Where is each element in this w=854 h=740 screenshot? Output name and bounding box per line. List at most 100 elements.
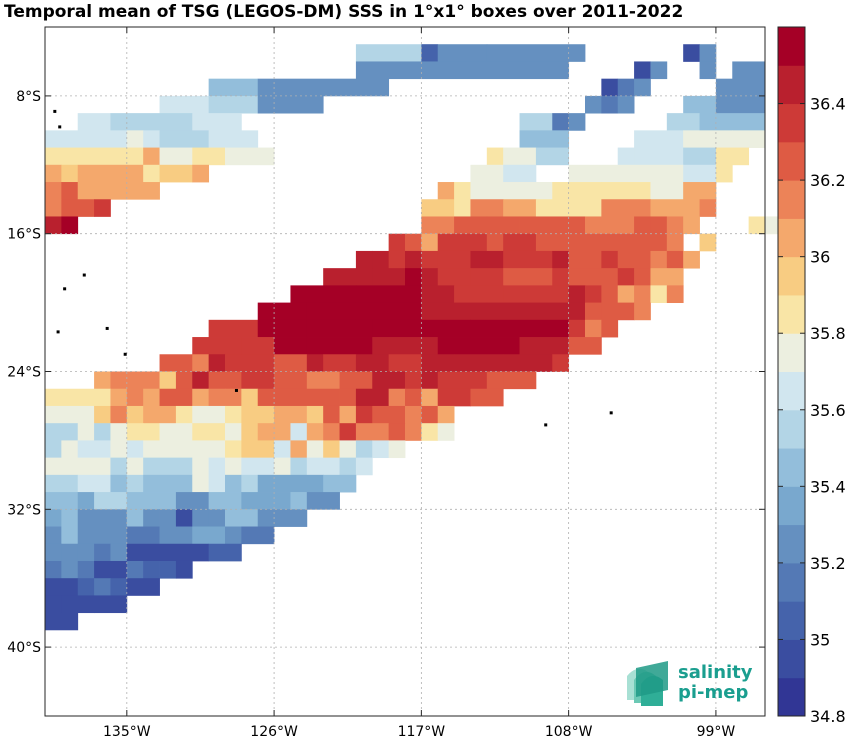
sss-cell (175, 405, 193, 424)
sss-cell (601, 199, 651, 217)
sss-cell (159, 388, 193, 407)
colorbar-swatch (778, 180, 805, 219)
sss-cell (355, 388, 390, 407)
sss-cell (699, 199, 717, 217)
sss-cell (159, 560, 177, 579)
colorbar-swatch (778, 65, 805, 105)
sss-cell (126, 440, 144, 459)
sss-cell (306, 457, 340, 476)
sss-cell (77, 182, 111, 200)
y-axis: 8°S 16°S 24°S 32°S 40°S (7, 89, 765, 656)
y-tick-label: 40°S (7, 640, 41, 656)
sss-cell (110, 182, 160, 200)
sss-cell (45, 440, 62, 459)
colorbar-swatch (778, 448, 805, 487)
sss-cell (290, 492, 308, 510)
gridlines (45, 27, 765, 716)
sss-cell (454, 354, 504, 372)
x-tick-label: 126°W (250, 724, 298, 740)
colorbar-swatch (778, 639, 805, 679)
sss-cell (192, 457, 210, 476)
sss-cell (241, 388, 259, 407)
sss-cell (94, 595, 128, 614)
sss-cell (437, 423, 455, 441)
sss-cell (110, 543, 128, 562)
sss-cell (470, 388, 504, 407)
sss-cell (355, 44, 439, 62)
sss-cell (94, 371, 111, 390)
sss-cell (192, 337, 242, 355)
island-mark (234, 388, 238, 392)
sss-cell (503, 371, 537, 390)
sss-cell (421, 423, 439, 441)
sss-cell (94, 543, 111, 562)
sss-cell (45, 457, 111, 476)
sss-cell (94, 199, 111, 217)
sss-cell (470, 319, 570, 338)
sss-cell (323, 423, 340, 441)
sss-cell (421, 216, 455, 235)
sss-cell (486, 147, 504, 166)
sss-cell (535, 233, 586, 252)
sss-cell (683, 147, 717, 166)
sss-cell (683, 44, 700, 62)
sss-cell (437, 44, 488, 62)
sss-cell (143, 474, 193, 493)
sss-cell (437, 337, 520, 355)
sss-cell (126, 578, 160, 596)
sss-cell (257, 474, 324, 493)
sss-cell (45, 130, 79, 148)
sss-cell (45, 405, 79, 424)
sss-cell (77, 423, 95, 441)
sss-cell (45, 612, 79, 631)
sss-cell (552, 113, 570, 131)
sss-cell (126, 388, 144, 407)
sss-cell (617, 95, 635, 114)
sss-cell (503, 164, 537, 183)
sss-cell (306, 302, 357, 321)
sss-cell (470, 250, 504, 269)
sss-cell (61, 509, 79, 527)
sss-cell (192, 388, 210, 407)
sss-cell (306, 423, 324, 441)
sss-cell (45, 216, 62, 235)
logo-text-pimep: pi-mep (678, 682, 748, 703)
sss-cell (175, 560, 193, 579)
sss-cell (175, 509, 193, 527)
sss-cell (110, 474, 128, 493)
sss-cell (617, 78, 635, 97)
sss-cell (143, 147, 160, 166)
sss-cell (192, 405, 226, 424)
sss-cell (61, 543, 79, 562)
sss-cell (274, 457, 291, 476)
sss-cell (585, 268, 619, 286)
sss-cell (519, 216, 586, 235)
sss-cell (208, 492, 242, 510)
sss-cell (437, 250, 471, 269)
sss-cell (552, 354, 570, 372)
sss-cell (306, 388, 340, 407)
colorbar-swatch (778, 294, 805, 334)
sss-cell (405, 250, 422, 269)
sss-cell (323, 440, 340, 459)
island-mark (544, 423, 548, 427)
sss-cell (666, 233, 684, 252)
sss-cell (421, 199, 455, 217)
sss-cell (257, 78, 390, 97)
sss-cell (568, 285, 586, 304)
sss-cell (715, 95, 766, 114)
sss-cell (650, 285, 668, 304)
sss-cell (486, 216, 520, 235)
sss-cell (175, 492, 210, 510)
island-mark (63, 287, 67, 291)
sss-cell (45, 543, 62, 562)
sss-cell (192, 164, 210, 183)
sss-cell (568, 113, 586, 131)
sss-cell (339, 457, 357, 476)
sss-cell (650, 250, 668, 269)
sss-cell (568, 319, 586, 338)
sss-cell (110, 371, 160, 390)
sss-cell (241, 440, 275, 459)
sss-cell (126, 423, 144, 441)
